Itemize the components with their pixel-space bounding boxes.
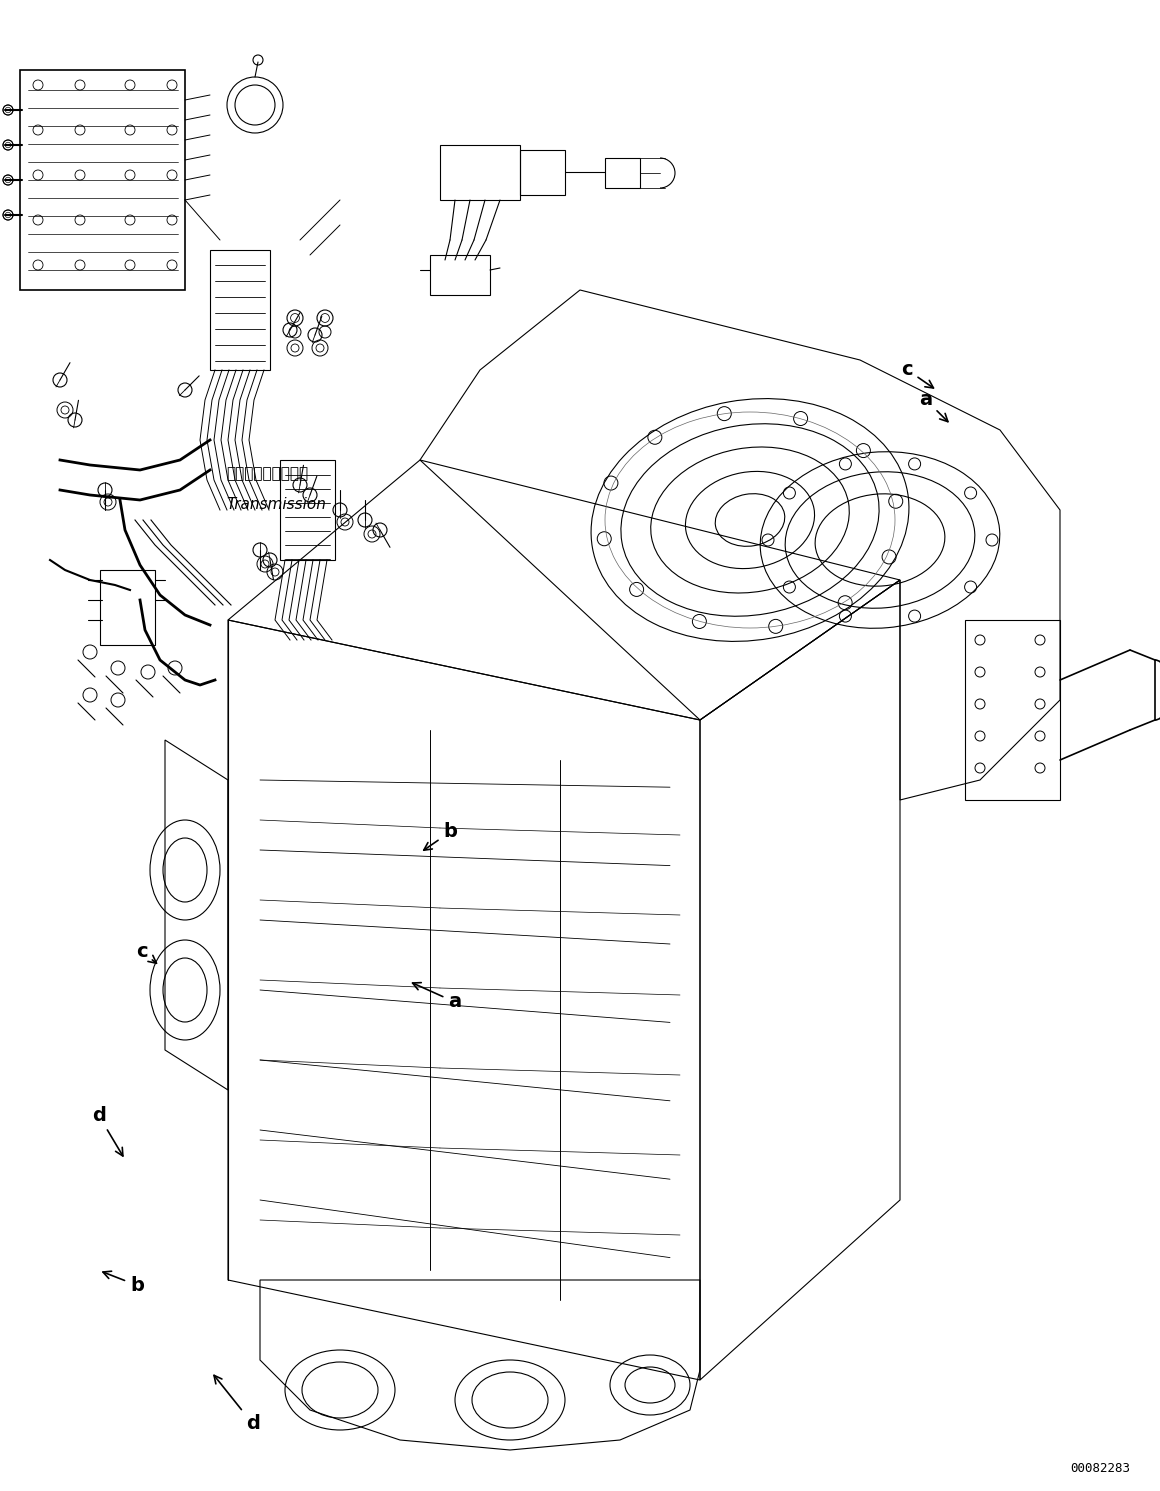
Text: 00082283: 00082283 [1070, 1461, 1130, 1475]
Text: c: c [136, 942, 157, 963]
Bar [440, 145, 520, 200]
Bar [606, 158, 640, 188]
Text: d: d [92, 1106, 123, 1156]
Text: c: c [901, 361, 934, 388]
Bar [965, 620, 1060, 801]
Bar [20, 70, 184, 291]
Bar [520, 151, 565, 195]
Text: a: a [919, 391, 948, 422]
Bar [430, 255, 490, 295]
Bar [280, 461, 335, 561]
Text: トランスミッション: トランスミッション [226, 467, 309, 482]
Text: b: b [423, 823, 457, 850]
Bar [210, 250, 270, 370]
Text: a: a [413, 983, 462, 1011]
Text: Transmission: Transmission [226, 497, 326, 511]
Text: b: b [103, 1272, 144, 1294]
Text: d: d [215, 1375, 260, 1433]
Bar [100, 570, 155, 646]
